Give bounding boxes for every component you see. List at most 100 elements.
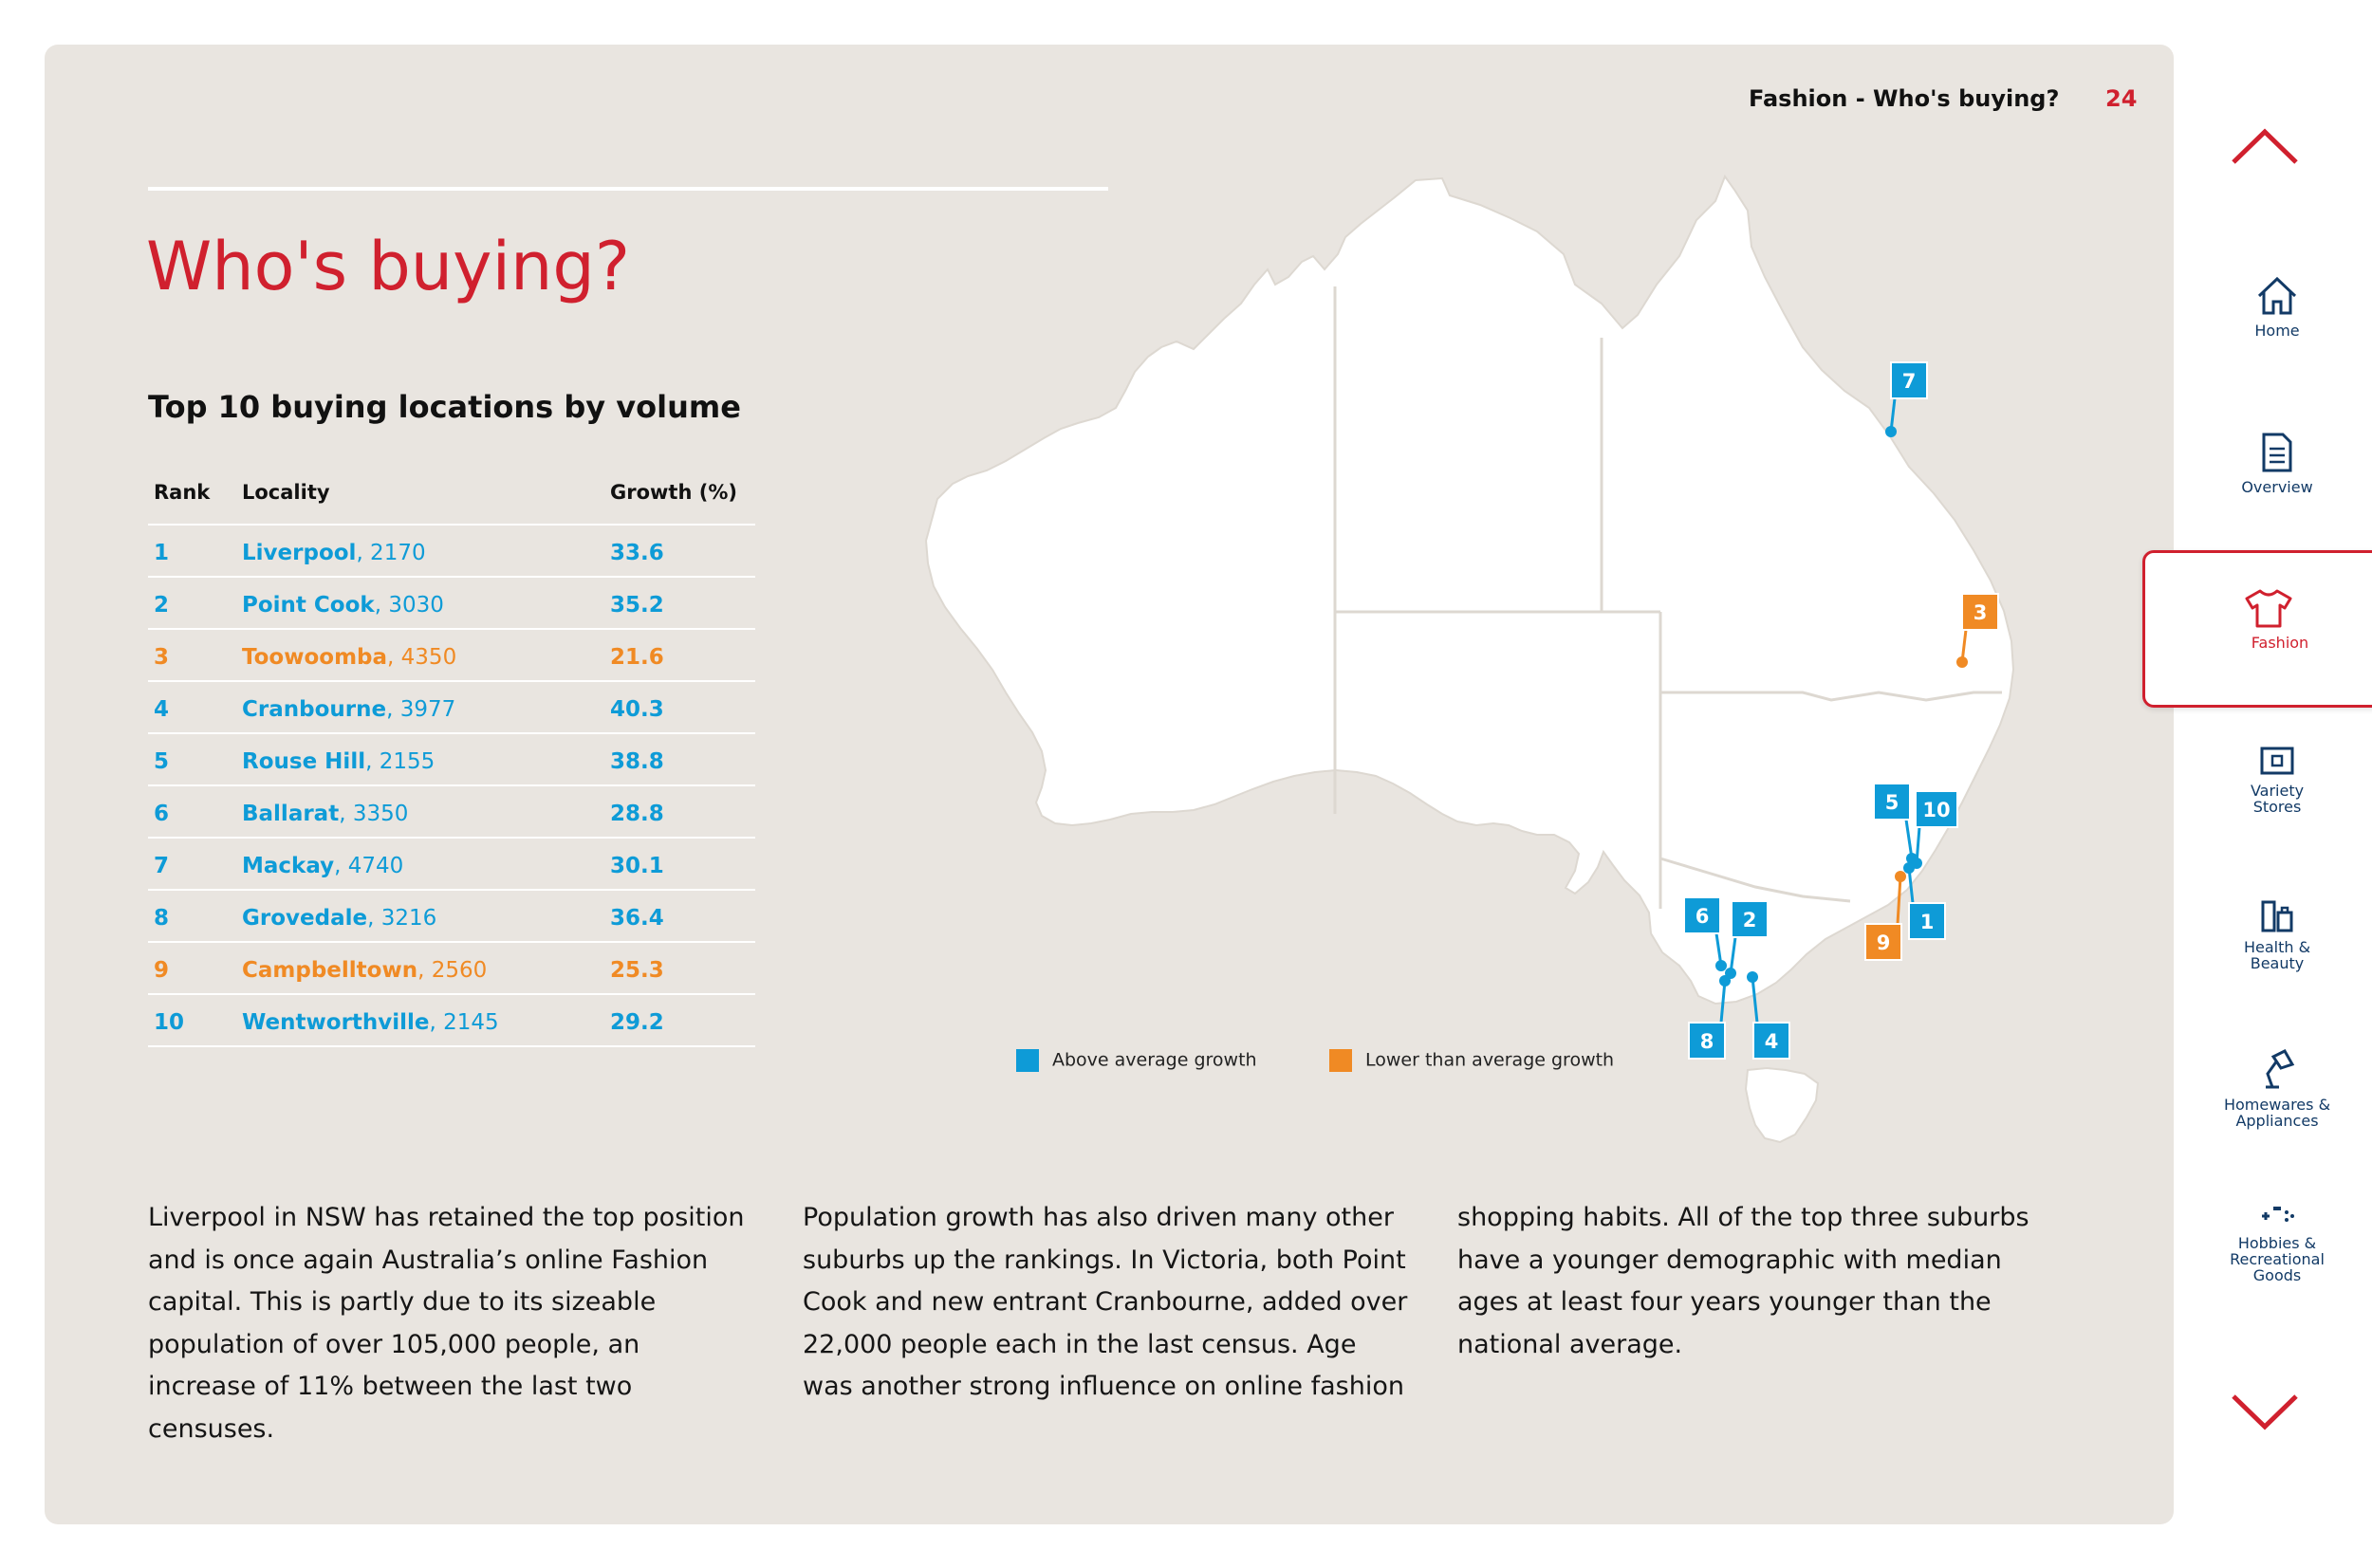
table-header: Rank Locality Growth (%) bbox=[148, 477, 755, 526]
body-column-3: shopping habits. All of the top three su… bbox=[1457, 1203, 2029, 1359]
row-locality: Wentworthville, 2145 bbox=[242, 1010, 499, 1035]
page-title: Who's buying? bbox=[146, 228, 630, 305]
map-flag-box bbox=[1864, 923, 1902, 961]
row-growth: 28.8 bbox=[610, 802, 664, 826]
row-rank: 3 bbox=[154, 645, 170, 670]
nav-variety-label-1: Variety bbox=[2250, 782, 2305, 800]
legend-below-swatch bbox=[1329, 1049, 1352, 1072]
map-flag-box bbox=[1873, 783, 1911, 821]
row-locality-name: Liverpool bbox=[242, 541, 357, 565]
row-locality-name: Wentworthville bbox=[242, 1010, 430, 1035]
nav-overview-label: Overview bbox=[2241, 478, 2313, 496]
title-divider bbox=[148, 187, 1108, 191]
row-growth: 33.6 bbox=[610, 541, 664, 565]
map-flag-label: 7 bbox=[1902, 370, 1917, 393]
map-flag-pole bbox=[1915, 826, 1921, 864]
map-flag-10: 10 bbox=[1911, 790, 1958, 869]
table-row: 9 Campbelltown, 2560 25.3 bbox=[148, 943, 755, 995]
legend-above-label: Above average growth bbox=[1052, 1049, 1257, 1071]
map-flag-4: 4 bbox=[1747, 971, 1790, 1060]
row-rank: 7 bbox=[154, 854, 170, 878]
row-locality-name: Point Cook bbox=[242, 593, 375, 618]
row-growth: 21.6 bbox=[610, 645, 664, 670]
body-column-2: Population growth has also driven many o… bbox=[803, 1203, 1408, 1401]
map-location-pin bbox=[1903, 862, 1915, 874]
legend-above: Above average growth bbox=[1016, 1049, 1257, 1072]
row-locality-name: Grovedale bbox=[242, 906, 368, 931]
nav-fashion-label: Fashion bbox=[2251, 634, 2309, 652]
table-row: 6 Ballarat, 3350 28.8 bbox=[148, 786, 755, 839]
table-row: 5 Rouse Hill, 2155 38.8 bbox=[148, 734, 755, 786]
row-locality: Cranbourne, 3977 bbox=[242, 697, 455, 722]
nav-health-label-1: Health & bbox=[2243, 938, 2311, 956]
row-growth: 29.2 bbox=[610, 1010, 664, 1035]
map-flag-label: 3 bbox=[1974, 601, 1988, 624]
nav-homewares-appliances[interactable]: Homewares & Appliances bbox=[2182, 1049, 2372, 1129]
map-flag-label: 2 bbox=[1743, 909, 1757, 932]
map-location-pin bbox=[1956, 656, 1968, 668]
bottles-icon bbox=[2261, 900, 2293, 932]
map-flag-8: 8 bbox=[1688, 975, 1731, 1060]
map-flag-label: 6 bbox=[1696, 905, 1710, 928]
australia-landmass bbox=[924, 174, 2015, 1144]
nav-variety-stores[interactable]: Variety Stores bbox=[2182, 745, 2372, 815]
map-flag-label: 4 bbox=[1765, 1030, 1779, 1053]
map-location-pin bbox=[1885, 426, 1897, 437]
nav-hobbies-label-2: Recreational bbox=[2230, 1250, 2325, 1268]
row-locality: Mackay, 4740 bbox=[242, 854, 403, 878]
map-flag-9: 9 bbox=[1864, 871, 1906, 961]
map-flag-box bbox=[1731, 900, 1769, 938]
table-row: 8 Grovedale, 3216 36.4 bbox=[148, 891, 755, 943]
map-flag-6: 6 bbox=[1683, 896, 1727, 971]
row-postcode: , 2155 bbox=[365, 749, 435, 774]
legend-below-label: Lower than average growth bbox=[1365, 1049, 1615, 1071]
row-rank: 4 bbox=[154, 697, 170, 722]
locations-table: Rank Locality Growth (%) 1 Liverpool, 217… bbox=[148, 477, 755, 1047]
map-flag-5: 5 bbox=[1873, 783, 1918, 864]
map-location-pin bbox=[1715, 960, 1727, 971]
nav-overview[interactable]: Overview bbox=[2182, 432, 2372, 495]
location-flags: 7 3 5 10 1 9 6 2 8 4 bbox=[1683, 361, 1999, 1060]
map-flag-pole bbox=[1729, 936, 1737, 974]
row-growth: 40.3 bbox=[610, 697, 664, 722]
row-growth: 25.3 bbox=[610, 958, 664, 983]
map-flag-box bbox=[1683, 896, 1721, 934]
row-locality-name: Rouse Hill bbox=[242, 749, 366, 774]
row-rank: 10 bbox=[154, 1010, 185, 1035]
legend-below: Lower than average growth bbox=[1329, 1049, 1614, 1072]
nav-homewares-label-2: Appliances bbox=[2235, 1112, 2319, 1130]
border-nsw-vic bbox=[1659, 857, 1851, 903]
row-locality-name: Mackay bbox=[242, 854, 335, 878]
nav-fashion[interactable]: Fashion bbox=[2142, 550, 2372, 708]
nav-health-beauty[interactable]: Health & Beauty bbox=[2182, 899, 2372, 971]
map-flag-pole bbox=[1896, 876, 1902, 925]
nav-health-label-2: Beauty bbox=[2250, 954, 2305, 972]
row-locality-name: Campbelltown bbox=[242, 958, 418, 983]
row-growth: 36.4 bbox=[610, 906, 664, 931]
page-number: 24 bbox=[2105, 85, 2138, 112]
row-growth: 35.2 bbox=[610, 593, 664, 618]
map-flag-box bbox=[1915, 790, 1958, 828]
house-icon bbox=[2257, 276, 2297, 315]
row-postcode: , 3216 bbox=[367, 906, 437, 931]
header-locality: Locality bbox=[242, 481, 330, 504]
row-locality-name: Toowoomba bbox=[242, 645, 388, 670]
map-flag-label: 5 bbox=[1885, 791, 1899, 814]
row-postcode: , 3030 bbox=[374, 593, 444, 618]
map-flag-box bbox=[1908, 902, 1946, 940]
nav-home[interactable]: Home bbox=[2182, 275, 2372, 339]
chevron-down-icon[interactable] bbox=[2230, 1391, 2300, 1432]
row-locality: Point Cook, 3030 bbox=[242, 593, 444, 618]
map-flag-label: 10 bbox=[1922, 799, 1950, 821]
row-locality: Rouse Hill, 2155 bbox=[242, 749, 435, 774]
chevron-up-icon[interactable] bbox=[2230, 126, 2300, 168]
row-postcode: , 2170 bbox=[356, 541, 426, 565]
nav-variety-label-2: Stores bbox=[2252, 798, 2302, 816]
row-locality-name: Ballarat bbox=[242, 802, 340, 826]
nav-hobbies-recreational[interactable]: Hobbies & Recreational Goods bbox=[2182, 1203, 2372, 1283]
tshirt-icon bbox=[2245, 589, 2292, 628]
map-flag-pole bbox=[1907, 867, 1915, 904]
row-rank: 8 bbox=[154, 906, 170, 931]
border-qld-nsw bbox=[1660, 691, 2002, 702]
